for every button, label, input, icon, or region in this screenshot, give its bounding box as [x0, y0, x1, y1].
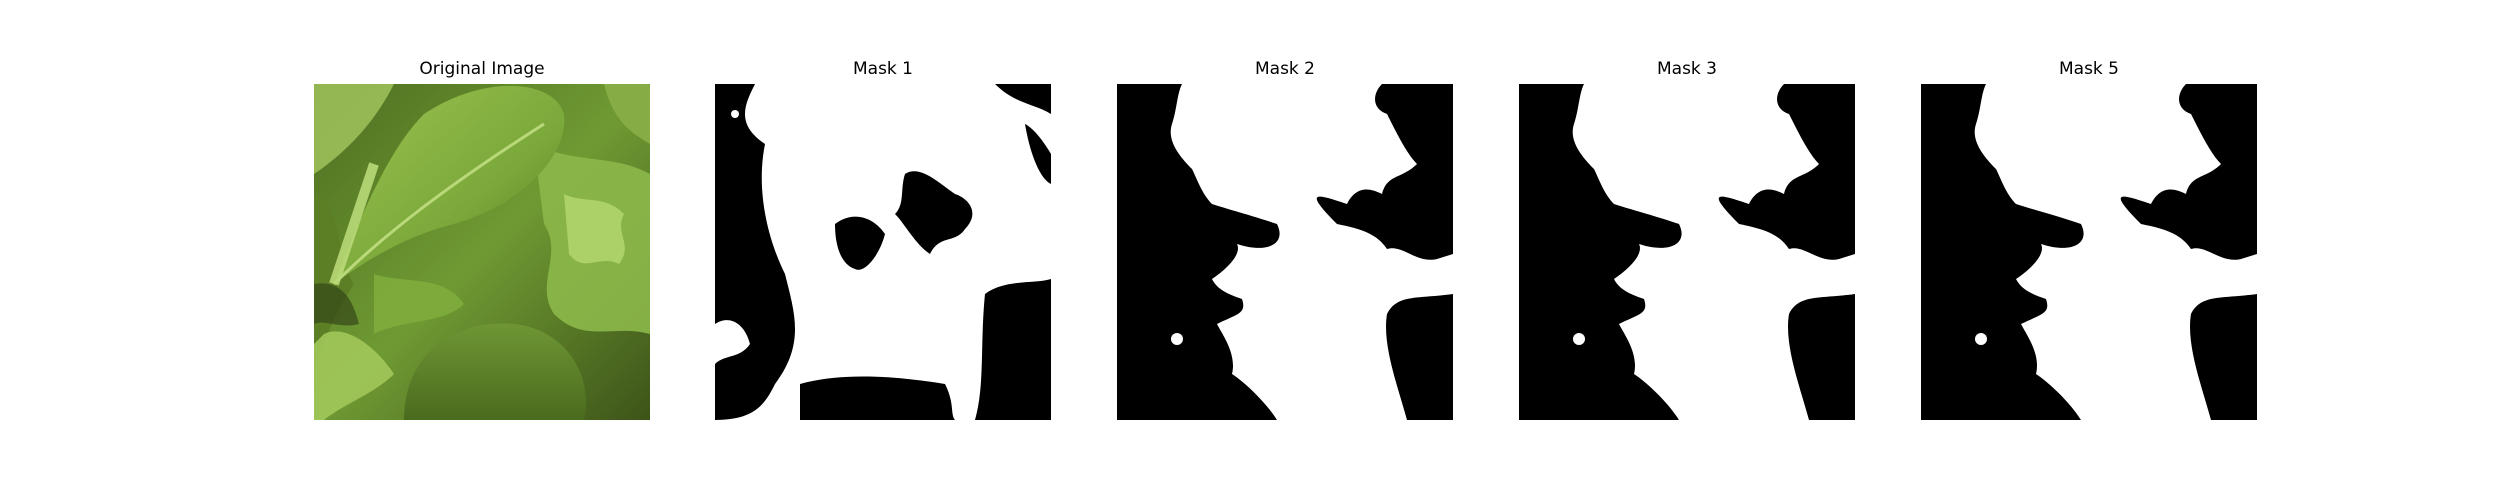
panel-title: Mask 3: [1656, 59, 1717, 79]
panel-title: Mask 2: [1254, 59, 1315, 79]
panel-title: Mask 5: [2058, 59, 2119, 79]
original-image: [314, 84, 650, 420]
mask-1-image: [715, 84, 1051, 420]
panel-title: Original Image: [419, 59, 545, 79]
mask-3-image: [1519, 84, 1855, 420]
mask-2-image: [1117, 84, 1453, 420]
panel-title: Mask 1: [852, 59, 913, 79]
mask-5-image: [1921, 84, 2257, 420]
